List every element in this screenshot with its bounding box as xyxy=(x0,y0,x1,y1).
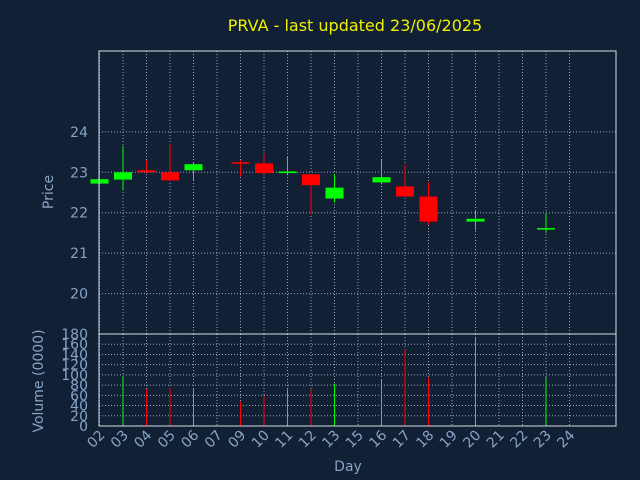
x-tick-label: 06 xyxy=(178,427,202,451)
x-tick-label: 16 xyxy=(366,427,390,451)
candle-body xyxy=(325,187,344,199)
x-tick-label: 11 xyxy=(272,428,296,452)
chart-title: PRVA - last updated 23/06/2025 xyxy=(228,16,482,35)
price-tick-label: 21 xyxy=(70,246,88,262)
x-tick-label: 03 xyxy=(108,428,132,452)
x-tick-label: 05 xyxy=(155,428,179,452)
price-tick-label: 23 xyxy=(70,165,88,181)
candle-body xyxy=(419,196,438,222)
x-tick-label: 18 xyxy=(413,428,437,452)
x-tick-label: 17 xyxy=(390,428,414,452)
candle-body xyxy=(466,218,485,222)
x-tick-label: 09 xyxy=(225,428,249,452)
candle-body xyxy=(114,172,132,180)
volume-panel-frame xyxy=(98,333,617,427)
x-tick-label: 21 xyxy=(484,428,508,452)
price-axis-label: Price xyxy=(41,175,57,209)
volume-tick-label: 140 xyxy=(61,347,88,363)
x-tick-label: 04 xyxy=(131,427,155,451)
candle-body xyxy=(161,172,179,181)
x-tick-label: 07 xyxy=(202,428,226,452)
x-tick-label: 12 xyxy=(296,428,320,452)
x-tick-label: 24 xyxy=(554,427,578,451)
price-panel-grid xyxy=(99,51,616,334)
candle-body xyxy=(302,174,320,186)
volume-axis-label: Volume (0000) xyxy=(31,329,47,432)
volume-tick-label: 180 xyxy=(61,327,88,343)
x-tick-labels: 02 03 04 05 06 07 09 10 11 12 13 15 16 17 18 19 20 21 22 23… xyxy=(84,427,578,451)
candle-body xyxy=(137,170,156,173)
volume-tick-label: 40 xyxy=(70,399,88,415)
volume-tick-label: 160 xyxy=(61,337,88,353)
x-tick-label: 19 xyxy=(437,428,461,452)
volume-tick-label: 0 xyxy=(79,419,88,435)
x-tick-label: 23 xyxy=(531,428,555,452)
candle-body xyxy=(278,171,297,174)
x-tick-label: 22 xyxy=(507,428,531,452)
price-tick-label: 20 xyxy=(70,287,88,303)
volume-tick-label: 20 xyxy=(70,409,88,425)
x-tick-label: 13 xyxy=(319,428,343,452)
candle-body xyxy=(396,186,414,197)
price-candles xyxy=(90,143,555,233)
x-axis-label: Day xyxy=(334,459,362,475)
x-tick-label: 10 xyxy=(249,428,273,452)
x-tick-label: 15 xyxy=(343,428,367,452)
volume-tick-label: 100 xyxy=(61,368,88,384)
volume-tick-label: 80 xyxy=(70,378,88,394)
volume-tick-label: 60 xyxy=(70,388,88,404)
candle-body xyxy=(231,162,250,164)
candle-body xyxy=(537,228,555,230)
candle-body xyxy=(184,164,203,171)
price-y-tick-labels: 20 21 22 23 24 xyxy=(70,125,88,303)
volume-panel-grid xyxy=(99,333,616,427)
price-tick-label: 24 xyxy=(70,125,88,141)
volume-bars xyxy=(122,338,547,426)
price-tick-label: 22 xyxy=(70,206,88,222)
candle-body xyxy=(372,177,391,183)
candle-body xyxy=(255,163,273,174)
x-tick-label: 20 xyxy=(460,428,484,452)
volume-tick-label: 120 xyxy=(61,358,88,374)
